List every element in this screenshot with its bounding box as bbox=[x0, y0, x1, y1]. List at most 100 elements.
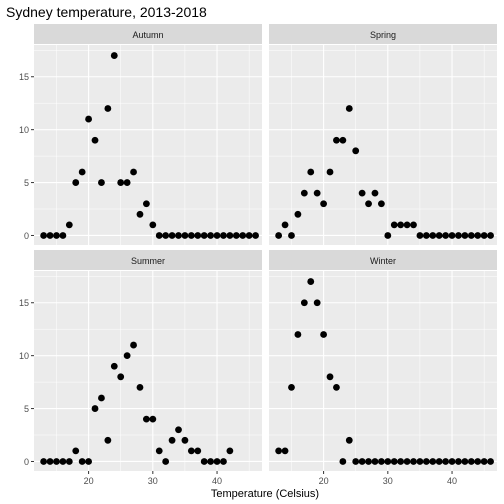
data-point bbox=[200, 458, 208, 465]
data-point bbox=[390, 458, 398, 465]
facet-strip bbox=[269, 250, 497, 270]
data-point bbox=[358, 458, 366, 465]
data-point bbox=[474, 458, 482, 465]
data-point bbox=[288, 232, 295, 239]
data-point bbox=[175, 232, 182, 239]
data-point bbox=[435, 232, 443, 239]
y-tick-label: 0 bbox=[24, 457, 29, 467]
data-point bbox=[53, 458, 60, 465]
data-point bbox=[294, 331, 302, 338]
data-point bbox=[187, 232, 195, 239]
data-point bbox=[130, 341, 137, 349]
data-point bbox=[474, 232, 482, 239]
data-point bbox=[448, 458, 456, 465]
data-point bbox=[442, 458, 450, 465]
data-point bbox=[377, 458, 385, 465]
chart-title: Sydney temperature, 2013-2018 bbox=[6, 4, 207, 20]
data-point bbox=[136, 210, 144, 218]
panel-background bbox=[269, 45, 497, 245]
data-point bbox=[117, 179, 125, 186]
data-point bbox=[371, 189, 379, 197]
data-point bbox=[461, 232, 469, 239]
data-point bbox=[416, 458, 424, 465]
y-tick-label: 5 bbox=[24, 404, 29, 414]
data-point bbox=[397, 221, 405, 229]
data-point bbox=[78, 458, 86, 465]
data-point bbox=[226, 232, 234, 239]
y-tick-label: 5 bbox=[24, 178, 29, 188]
data-point bbox=[300, 189, 308, 197]
data-point bbox=[352, 458, 360, 465]
data-point bbox=[307, 278, 315, 285]
facet-strip-label: Autumn bbox=[132, 30, 163, 40]
data-point bbox=[390, 221, 398, 229]
data-point bbox=[377, 200, 385, 208]
data-point bbox=[181, 436, 189, 444]
data-point bbox=[168, 436, 176, 444]
facet-strip bbox=[269, 24, 497, 44]
data-point bbox=[384, 232, 392, 239]
data-point bbox=[168, 232, 176, 239]
data-point bbox=[480, 458, 488, 465]
x-tick-label: 20 bbox=[319, 476, 329, 486]
data-point bbox=[275, 447, 283, 455]
data-point bbox=[155, 232, 163, 239]
data-point bbox=[53, 232, 60, 239]
facet-strip-label: Spring bbox=[370, 30, 396, 40]
data-point bbox=[85, 115, 92, 123]
data-point bbox=[194, 447, 202, 455]
data-point bbox=[213, 458, 221, 465]
data-point bbox=[117, 373, 125, 381]
data-point bbox=[461, 458, 469, 465]
data-point bbox=[142, 415, 150, 423]
data-point bbox=[46, 232, 54, 239]
x-tick-label: 40 bbox=[447, 476, 457, 486]
data-point bbox=[333, 384, 340, 391]
facet-strip-label: Winter bbox=[370, 256, 396, 266]
data-point bbox=[358, 189, 366, 197]
data-point bbox=[175, 426, 182, 434]
data-point bbox=[155, 447, 163, 455]
data-point bbox=[78, 168, 86, 176]
data-point bbox=[422, 232, 430, 239]
data-point bbox=[422, 458, 430, 465]
x-tick-label: 30 bbox=[383, 476, 393, 486]
data-point bbox=[162, 232, 170, 239]
data-point bbox=[333, 136, 340, 144]
y-tick-label: 15 bbox=[19, 72, 29, 82]
data-point bbox=[123, 179, 131, 186]
data-point bbox=[85, 458, 92, 465]
data-point bbox=[65, 458, 73, 465]
data-point bbox=[487, 458, 494, 465]
data-point bbox=[339, 458, 347, 465]
panel-background bbox=[34, 45, 262, 245]
data-point bbox=[313, 189, 321, 197]
data-point bbox=[149, 221, 157, 229]
data-point bbox=[442, 232, 450, 239]
data-point bbox=[320, 200, 327, 208]
data-point bbox=[345, 436, 353, 444]
data-point bbox=[226, 447, 234, 455]
x-tick-label: 40 bbox=[212, 476, 222, 486]
data-point bbox=[65, 221, 73, 229]
data-point bbox=[162, 458, 170, 465]
data-point bbox=[213, 232, 221, 239]
data-point bbox=[339, 136, 347, 144]
data-point bbox=[59, 232, 67, 239]
data-point bbox=[345, 105, 353, 112]
data-point bbox=[326, 168, 334, 176]
data-point bbox=[104, 436, 112, 444]
data-point bbox=[352, 147, 360, 155]
data-point bbox=[72, 179, 80, 186]
data-point bbox=[384, 458, 392, 465]
data-point bbox=[207, 458, 215, 465]
data-point bbox=[232, 232, 240, 239]
data-point bbox=[207, 232, 215, 239]
data-point bbox=[403, 221, 411, 229]
data-point bbox=[365, 200, 372, 208]
facet-panel-summer: Summer 0 5 10 15 20 30 40 bbox=[19, 250, 262, 486]
data-point bbox=[123, 352, 131, 360]
data-point bbox=[455, 232, 462, 239]
data-point bbox=[252, 232, 259, 239]
